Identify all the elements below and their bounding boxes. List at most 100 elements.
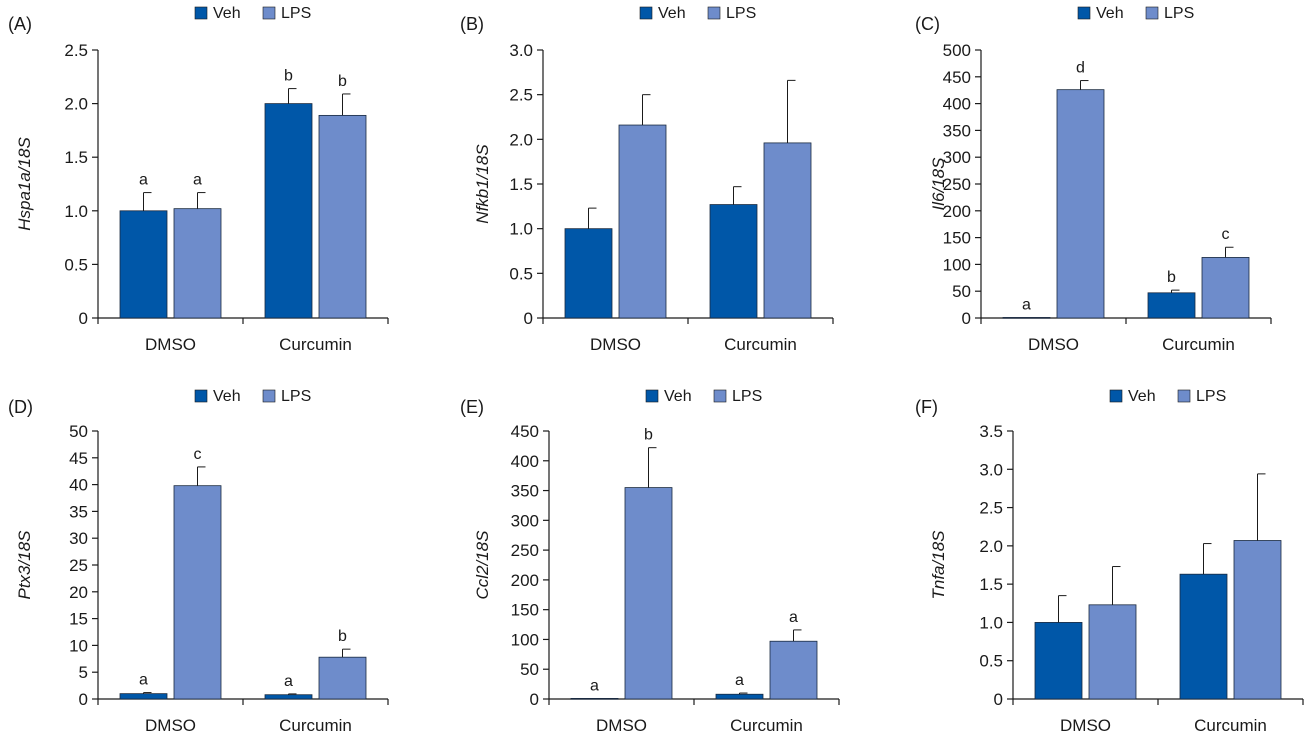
y-tick-label: 1.5 [509, 175, 533, 194]
chart-panel-d: (D) Veh LPS 0 5 10 15 20 25 30 35 40 45 50 Ptx3/18S DMS… [8, 388, 389, 735]
bar-veh-curcumin [1147, 292, 1196, 319]
significance-letter: a [1022, 296, 1031, 313]
y-tick-label: 450 [943, 68, 971, 87]
y-tick-label: 250 [943, 175, 971, 194]
bar-lps-dmso [624, 487, 673, 700]
x-category-label: DMSO [590, 335, 641, 354]
y-tick-label: 0 [79, 309, 88, 328]
y-tick-label: 0 [962, 309, 971, 328]
y-tick-label: 1.5 [64, 148, 88, 167]
y-tick-label: 0 [79, 690, 88, 709]
bar-veh-curcumin [264, 103, 313, 319]
legend-label-veh: Veh [213, 388, 241, 405]
significance-letter: c [194, 446, 202, 463]
y-tick-label: 50 [952, 282, 971, 301]
y-tick-label: 2.5 [64, 41, 88, 60]
bar-lps-dmso [618, 124, 667, 319]
y-tick-label: 0.5 [509, 264, 533, 283]
x-category-label: Curcumin [724, 335, 797, 354]
y-tick-label: 0.5 [979, 652, 1003, 671]
bar-lps-curcumin [769, 640, 818, 700]
y-tick-label: 2.0 [979, 537, 1003, 556]
legend-label-lps: LPS [281, 388, 311, 405]
significance-letter: b [338, 73, 347, 90]
significance-letter: b [338, 628, 347, 645]
x-category-label: Curcumin [730, 716, 803, 735]
panel-label: (A) [8, 14, 32, 34]
bar-lps-curcumin [1201, 257, 1250, 319]
legend-swatch-veh [645, 389, 659, 403]
panel-label: (F) [915, 397, 938, 417]
legend-label-veh: Veh [1096, 5, 1124, 22]
panel-label: (D) [8, 397, 33, 417]
legend-label-lps: LPS [732, 388, 762, 405]
panel-label: (E) [460, 397, 484, 417]
y-tick-label: 10 [69, 636, 88, 655]
legend-swatch-lps [707, 6, 721, 20]
y-tick-label: 250 [511, 541, 539, 560]
x-category-label: DMSO [1060, 716, 1111, 735]
x-category-label: DMSO [1028, 335, 1079, 354]
y-tick-label: 200 [943, 202, 971, 221]
y-tick-label: 150 [943, 229, 971, 248]
bar-veh-curcumin [264, 694, 313, 700]
y-tick-label: 2.0 [509, 130, 533, 149]
x-category-label: DMSO [596, 716, 647, 735]
y-tick-label: 15 [69, 610, 88, 629]
y-tick-label: 150 [511, 601, 539, 620]
x-category-label: Curcumin [1194, 716, 1267, 735]
significance-letter: a [735, 672, 744, 689]
y-tick-label: 400 [511, 452, 539, 471]
x-category-label: DMSO [145, 335, 196, 354]
y-tick-label: 5 [79, 663, 88, 682]
legend-label-lps: LPS [281, 5, 311, 22]
y-tick-label: 0.5 [64, 255, 88, 274]
bar-veh-dmso [564, 228, 613, 319]
bar-veh-curcumin [1179, 573, 1228, 700]
x-category-label: Curcumin [279, 716, 352, 735]
y-tick-label: 300 [943, 148, 971, 167]
bar-veh-dmso [1002, 317, 1051, 319]
significance-letter: a [284, 673, 293, 690]
y-axis-title: Il6/18S [929, 157, 948, 211]
y-tick-label: 200 [511, 571, 539, 590]
chart-panel-f: (F) Veh LPS 0 0.5 1.0 1.5 2.0 2.5 3.0 3.5 Tnfa/18S D… [915, 388, 1304, 735]
bar-veh-dmso [1034, 622, 1083, 700]
chart-panel-a: (A) Veh LPS 0 0.5 1.0 1.5 2.0 2.5 Hspa1a/18S DMSO a… [8, 5, 389, 354]
y-tick-label: 20 [69, 583, 88, 602]
y-tick-label: 350 [511, 482, 539, 501]
bar-lps-dmso [173, 208, 222, 319]
y-tick-label: 0 [530, 690, 539, 709]
significance-letter: a [193, 172, 202, 189]
bar-lps-curcumin [1233, 540, 1282, 700]
y-tick-label: 400 [943, 95, 971, 114]
significance-letter: a [139, 672, 148, 689]
significance-letter: d [1076, 60, 1085, 77]
significance-letter: a [139, 172, 148, 189]
legend-swatch-veh [639, 6, 653, 20]
significance-letter: a [789, 609, 798, 626]
y-axis-title: Ccl2/18S [473, 530, 492, 600]
y-tick-label: 50 [69, 422, 88, 441]
bar-lps-curcumin [318, 114, 367, 319]
legend-label-veh: Veh [664, 388, 692, 405]
x-category-label: DMSO [145, 716, 196, 735]
legend-swatch-lps [1177, 389, 1191, 403]
y-tick-label: 1.0 [64, 202, 88, 221]
legend-label-veh: Veh [213, 5, 241, 22]
y-tick-label: 3.0 [509, 41, 533, 60]
significance-letter: b [284, 68, 293, 85]
legend-swatch-veh [1109, 389, 1123, 403]
y-tick-label: 1.5 [979, 575, 1003, 594]
chart-panel-e: (E) Veh LPS 0 50 100 150 200 250 300 350 400 450 Ccl2… [460, 388, 840, 735]
y-tick-label: 450 [511, 422, 539, 441]
y-tick-label: 45 [69, 449, 88, 468]
bar-lps-curcumin [318, 656, 367, 700]
y-tick-label: 1.0 [979, 613, 1003, 632]
y-tick-label: 0 [994, 690, 1003, 709]
significance-letter: b [1167, 269, 1176, 286]
y-tick-label: 3.5 [979, 422, 1003, 441]
y-tick-label: 3.0 [979, 460, 1003, 479]
y-tick-label: 30 [69, 529, 88, 548]
legend-swatch-veh [194, 389, 208, 403]
